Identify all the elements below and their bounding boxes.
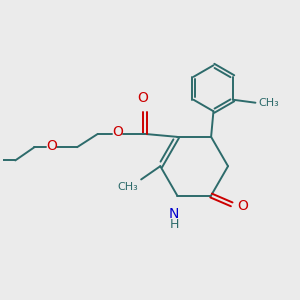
Text: O: O xyxy=(46,139,57,153)
Text: N: N xyxy=(169,207,179,221)
Text: O: O xyxy=(112,125,123,140)
Text: CH₃: CH₃ xyxy=(258,98,279,108)
Text: O: O xyxy=(237,199,248,213)
Text: CH₃: CH₃ xyxy=(118,182,138,192)
Text: O: O xyxy=(137,92,148,105)
Text: H: H xyxy=(169,218,179,231)
